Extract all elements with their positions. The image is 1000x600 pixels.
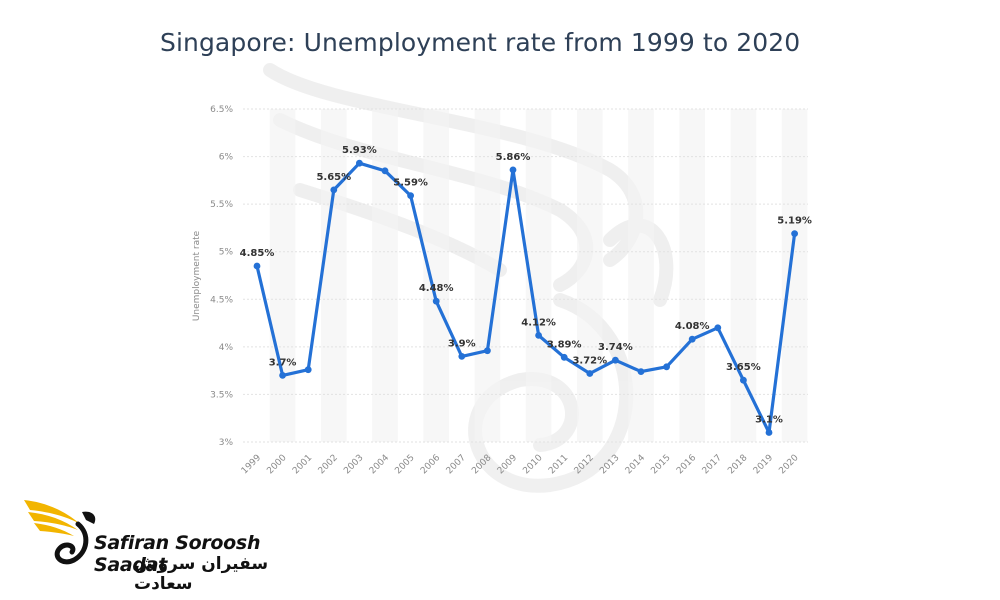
data-label: 3.1% [755, 415, 783, 426]
series-polyline [255, 161, 797, 435]
data-point[interactable] [688, 335, 696, 343]
brand-name-fa: سفیران سروش سعادت [134, 554, 269, 594]
data-points [253, 159, 798, 436]
column-band [679, 109, 705, 442]
y-axis-ticks: 3% 3.5% 4% 4.5% 5% 5.5% 6% 6.5% [210, 105, 233, 448]
x-tick-label: 2011 [547, 453, 570, 476]
x-tick-label: 1999 [240, 453, 263, 476]
data-point[interactable] [586, 370, 594, 377]
y-tick-label: 4% [219, 343, 234, 353]
x-tick-label: 2002 [317, 453, 340, 476]
data-point[interactable] [509, 166, 517, 174]
y-tick-label: 5% [219, 248, 234, 258]
column-band [372, 109, 398, 442]
data-point[interactable] [253, 262, 261, 270]
data-point[interactable] [407, 192, 414, 200]
data-label: 5.59% [393, 178, 428, 189]
data-label: 5.65% [316, 172, 351, 183]
column-band [577, 109, 603, 442]
data-point[interactable] [356, 159, 363, 167]
x-axis-ticks: 1999 2000 2001 2002 2003 2004 2005 2006 2007 2008… [240, 453, 801, 476]
data-label: 3.65% [726, 362, 761, 373]
y-tick-label: 3.5% [210, 390, 233, 400]
data-point[interactable] [330, 186, 338, 194]
data-point[interactable] [714, 324, 722, 332]
x-tick-label: 2007 [445, 453, 468, 476]
x-tick-label: 2004 [368, 453, 391, 476]
column-band [781, 109, 808, 442]
column-band [321, 109, 347, 442]
column-band [423, 109, 449, 442]
y-tick-label: 6.5% [210, 105, 233, 115]
x-tick-label: 2000 [265, 453, 288, 476]
data-label: 4.08% [675, 321, 710, 332]
y-tick-label: 4.5% [210, 295, 233, 305]
data-label: 5.19% [777, 216, 812, 227]
x-tick-label: 2003 [342, 453, 365, 476]
y-tick-label: 6% [219, 153, 234, 163]
data-label: 4.12% [521, 317, 556, 328]
column-bands [269, 109, 808, 442]
data-point[interactable] [740, 376, 747, 384]
column-band [730, 109, 757, 442]
wing-logo-icon [24, 500, 96, 565]
brand-name-en: Safiran Soroosh Saadat [94, 532, 261, 576]
data-label: 5.93% [342, 145, 377, 156]
watermark-swirl [468, 293, 634, 493]
x-tick-label: 2005 [393, 453, 416, 476]
x-tick-label: 2015 [649, 453, 672, 476]
data-point[interactable] [484, 347, 491, 355]
x-tick-label: 2010 [521, 453, 544, 476]
x-tick-label: 2016 [675, 453, 698, 476]
y-axis-label: Unemployment rate [192, 230, 202, 321]
column-band [474, 109, 501, 442]
x-tick-label: 2018 [726, 453, 749, 476]
x-tick-label: 2019 [752, 453, 775, 476]
column-band [628, 109, 654, 442]
data-point[interactable] [663, 363, 670, 371]
data-label: 4.85% [240, 248, 275, 259]
data-label: 3.7% [269, 357, 297, 368]
data-label: 3.89% [547, 339, 582, 350]
x-tick-label: 2020 [777, 453, 800, 476]
data-point[interactable] [304, 366, 312, 374]
data-point[interactable] [612, 356, 619, 364]
data-point[interactable] [560, 353, 568, 361]
data-point[interactable] [535, 332, 542, 339]
data-point[interactable] [791, 230, 798, 238]
data-point[interactable] [458, 353, 466, 360]
x-tick-label: 2014 [624, 453, 647, 476]
data-point[interactable] [279, 372, 286, 379]
data-label: 3.72% [572, 356, 607, 367]
data-point[interactable] [381, 167, 389, 175]
data-label: 4.48% [419, 283, 454, 294]
x-tick-label: 2017 [701, 453, 724, 476]
brand-logo: Safiran Soroosh Saadat سفیران سروش سعادت [22, 494, 292, 594]
column-band [269, 109, 296, 442]
data-label: 3.9% [448, 338, 476, 349]
data-label: 5.86% [496, 152, 531, 163]
y-tick-label: 3% [219, 438, 234, 448]
y-tick-label: 5.5% [210, 200, 233, 210]
x-tick-label: 2001 [291, 453, 314, 476]
data-point[interactable] [432, 297, 440, 305]
series-line [255, 161, 797, 435]
data-label: 3.74% [598, 342, 633, 353]
data-labels: 4.85% 3.7% 5.65% 5.93% 5.59% 4.48% 3.9% 5.86% 4.… [240, 145, 812, 425]
x-tick-label: 2006 [419, 453, 442, 476]
chart-title: Singapore: Unemployment rate from 1999 t… [160, 28, 801, 57]
watermark-head [603, 218, 674, 307]
data-point[interactable] [637, 368, 645, 375]
data-point[interactable] [765, 429, 773, 436]
